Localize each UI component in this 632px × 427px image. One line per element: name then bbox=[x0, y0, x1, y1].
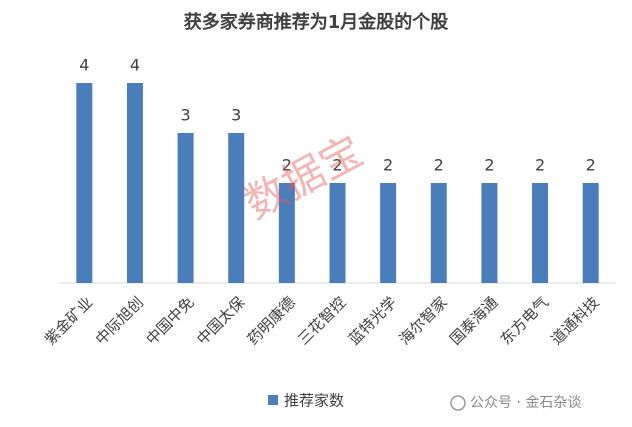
data-label: 2 bbox=[282, 156, 292, 175]
data-label: 2 bbox=[586, 156, 596, 175]
bar bbox=[481, 183, 498, 283]
legend-swatch bbox=[268, 395, 278, 405]
data-label: 2 bbox=[535, 156, 545, 175]
bar bbox=[76, 83, 93, 283]
data-label: 4 bbox=[130, 56, 140, 75]
data-label: 4 bbox=[79, 56, 89, 75]
bar bbox=[582, 183, 599, 283]
bar bbox=[278, 183, 295, 283]
data-label: 2 bbox=[434, 156, 444, 175]
bar bbox=[380, 183, 397, 283]
bar bbox=[126, 83, 143, 283]
bar bbox=[430, 183, 447, 283]
source-text: 公众号 · 金石杂谈 bbox=[470, 395, 581, 411]
bar bbox=[532, 183, 549, 283]
data-label: 2 bbox=[484, 156, 494, 175]
legend-label: 推荐家数 bbox=[284, 392, 344, 410]
bar bbox=[177, 133, 194, 283]
source-icon bbox=[450, 395, 466, 411]
bar bbox=[329, 183, 346, 283]
bar bbox=[228, 133, 245, 283]
data-label: 3 bbox=[180, 106, 190, 125]
chart-title: 获多家券商推荐为1月金股的个股 bbox=[184, 11, 450, 33]
data-label: 2 bbox=[383, 156, 393, 175]
data-label: 2 bbox=[332, 156, 342, 175]
data-label: 3 bbox=[231, 106, 241, 125]
